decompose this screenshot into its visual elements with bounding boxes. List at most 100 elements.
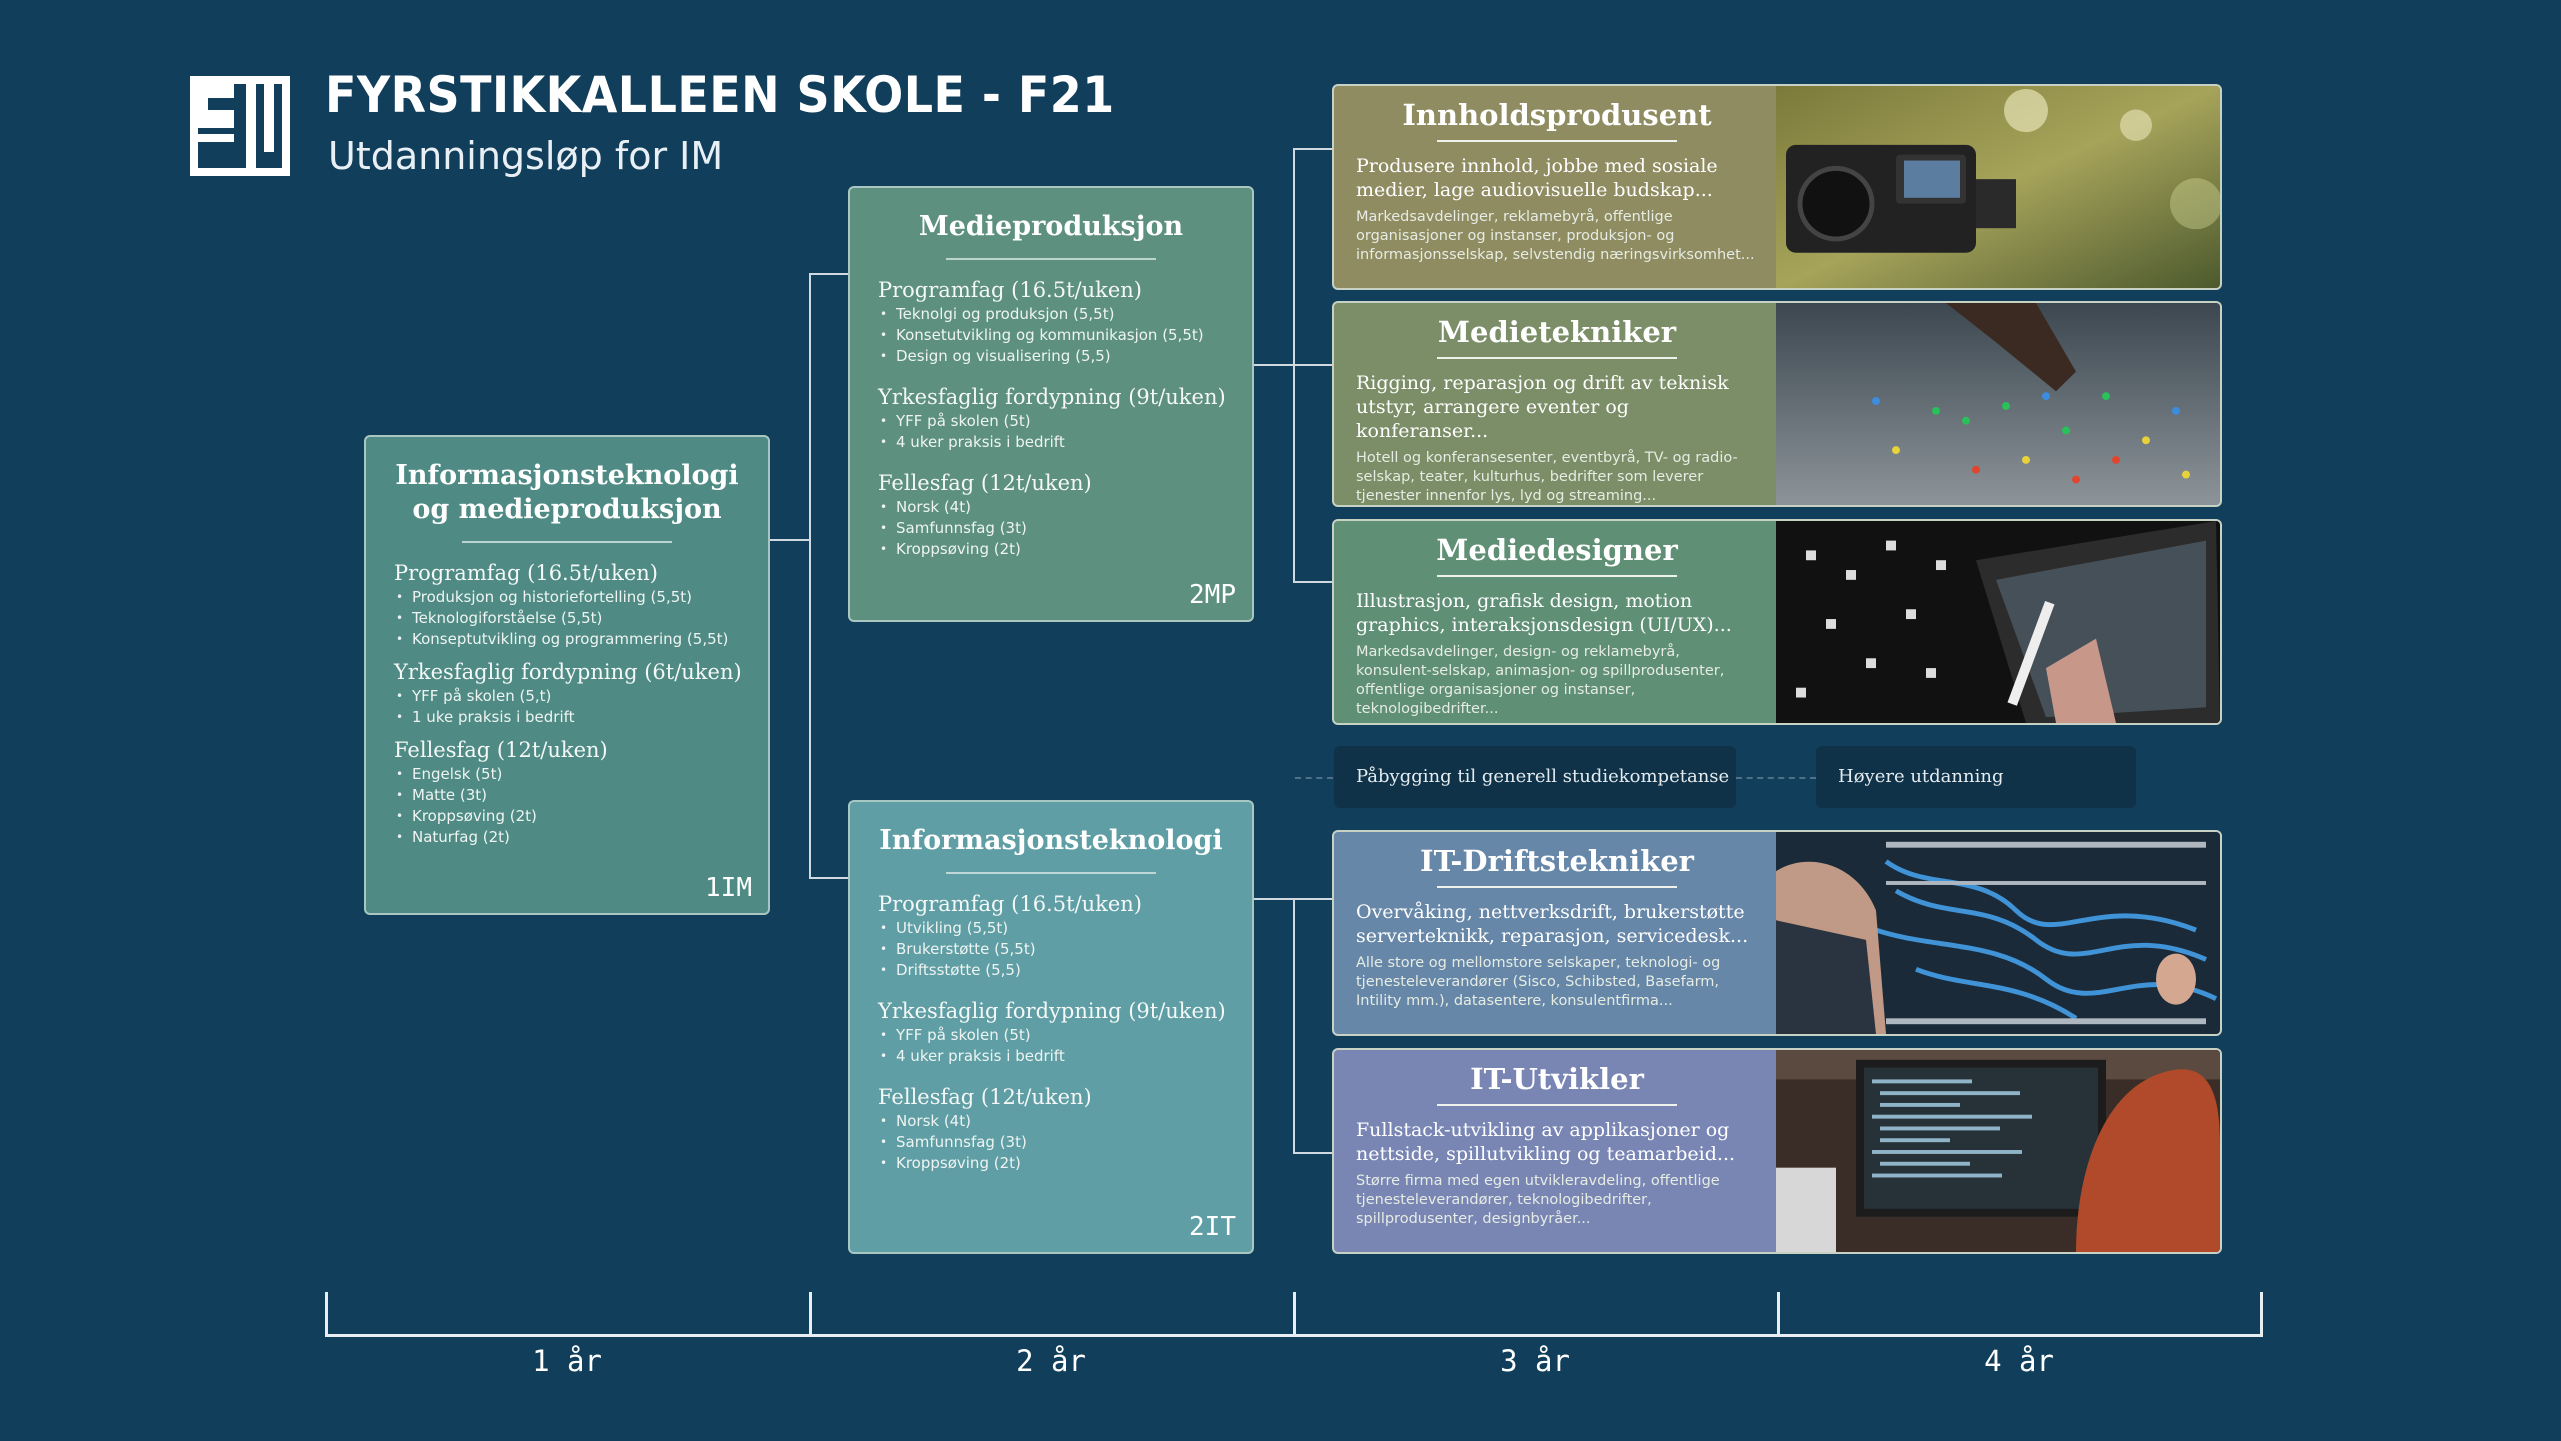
section-heading: Fellesfag (12t/uken) [394, 738, 608, 762]
career-title: IT-Driftstekniker [1420, 844, 1694, 878]
pathway-connector [1736, 777, 1816, 779]
connector [1293, 148, 1333, 150]
subject-item: 1 uke praksis i bedrift [394, 707, 740, 728]
subject-list: Utvikling (5,5t) Brukerstøtte (5,5t) Dri… [878, 918, 1224, 981]
developer-photo [1776, 1050, 2220, 1252]
page-title: FYRSTIKKALLEEN SKOLE - F21 [325, 66, 1115, 124]
subject-item: Konsetutvikling og kommunikasjon (5,5t) [878, 325, 1224, 346]
connector [1293, 1152, 1333, 1154]
course-box-1im: Informasjonsteknologi og medieproduksjon… [364, 435, 770, 915]
timeline-tick [325, 1292, 328, 1336]
course-code: 2MP [1189, 580, 1236, 610]
timeline-tick [1293, 1292, 1296, 1336]
subject-item: Matte (3t) [394, 785, 740, 806]
connector [809, 273, 849, 275]
subject-item: Kroppsøving (2t) [878, 539, 1224, 560]
timeline-tick [2260, 1292, 2263, 1336]
connector [770, 539, 810, 541]
page-subtitle: Utdanningsløp for IM [328, 134, 724, 178]
timeline-label-year-1: 1 år [532, 1344, 602, 1378]
career-examples: Markedsavdelinger, reklamebyrå, offentli… [1356, 209, 1755, 263]
timeline-label-year-4: 4 år [1984, 1344, 2054, 1378]
section-heading: Yrkesfaglig fordypning (9t/uken) [878, 999, 1226, 1023]
subject-item: Engelsk (5t) [394, 764, 740, 785]
school-logo [190, 76, 290, 176]
career-description: Fullstack-utvikling av applikasjoner og … [1356, 1119, 1736, 1165]
camera-photo [1776, 86, 2220, 288]
section-heading: Fellesfag (12t/uken) [878, 471, 1092, 495]
subject-list: YFF på skolen (5t) 4 uker praksis i bedr… [878, 1025, 1224, 1067]
divider [1437, 140, 1677, 142]
subject-item: Utvikling (5,5t) [878, 918, 1224, 939]
connector [1293, 364, 1333, 366]
career-card-innholdsprodusent: Innholdsprodusent Produsere innhold, job… [1332, 84, 2222, 290]
course-title: Informasjonsteknologi [879, 825, 1223, 856]
subject-item: Brukerstøtte (5,5t) [878, 939, 1224, 960]
course-code: 1IM [705, 873, 752, 903]
connector [1293, 898, 1333, 900]
subject-item: Samfunnsfag (3t) [878, 1132, 1224, 1153]
subject-item: Konseptutvikling og programmering (5,5t) [394, 629, 740, 650]
subject-item: 4 uker praksis i bedrift [878, 1046, 1224, 1067]
subject-item: Norsk (4t) [878, 1111, 1224, 1132]
career-examples: Markedsavdelinger, design- og reklamebyr… [1356, 644, 1725, 717]
mixing-desk-photo [1776, 303, 2220, 505]
career-title: Mediedesigner [1436, 533, 1678, 567]
pathway-pabygging: Påbygging til generell studiekompetanse [1334, 746, 1736, 808]
divider [462, 541, 672, 543]
divider [1437, 575, 1677, 577]
connector [809, 877, 849, 879]
subject-item: Teknologiforståelse (5,5t) [394, 608, 740, 629]
connector [809, 273, 811, 879]
timeline-tick [1777, 1292, 1780, 1336]
section-heading: Programfag (16.5t/uken) [394, 561, 658, 585]
subject-item: Driftsstøtte (5,5) [878, 960, 1224, 981]
career-title: IT-Utvikler [1470, 1062, 1644, 1096]
subject-item: Kroppsøving (2t) [394, 806, 740, 827]
subject-item: Produksjon og historiefortelling (5,5t) [394, 587, 740, 608]
career-card-medietekniker: Medietekniker Rigging, reparasjon og dri… [1332, 301, 2222, 507]
subject-item: Norsk (4t) [878, 497, 1224, 518]
career-examples: Større firma med egen utvikleravdeling, … [1356, 1173, 1720, 1227]
connector [1293, 581, 1333, 583]
subject-item: YFF på skolen (5,t) [394, 686, 740, 707]
section-heading: Yrkesfaglig fordypning (9t/uken) [878, 385, 1226, 409]
career-description: Overvåking, nettverksdrift, brukerstøtte… [1356, 901, 1749, 947]
career-title: Medietekniker [1437, 315, 1677, 349]
course-title: Medieproduksjon [918, 211, 1184, 242]
course-box-2mp: Medieproduksjon Programfag (16.5t/uken) … [848, 186, 1254, 622]
career-examples: Alle store og mellomstore selskaper, tek… [1356, 955, 1721, 1009]
timeline-tick [809, 1292, 812, 1336]
section-heading: Programfag (16.5t/uken) [878, 892, 1142, 916]
divider [1437, 1104, 1677, 1106]
subject-item: YFF på skolen (5t) [878, 411, 1224, 432]
subject-list: Engelsk (5t) Matte (3t) Kroppsøving (2t)… [394, 764, 740, 848]
subject-item: YFF på skolen (5t) [878, 1025, 1224, 1046]
divider [946, 872, 1156, 874]
section-heading: Fellesfag (12t/uken) [878, 1085, 1092, 1109]
divider [946, 258, 1156, 260]
career-card-it-driftstekniker: IT-Driftstekniker Overvåking, nettverksd… [1332, 830, 2222, 1036]
subject-item: Samfunnsfag (3t) [878, 518, 1224, 539]
subject-list: Produksjon og historiefortelling (5,5t) … [394, 587, 740, 650]
subject-list: YFF på skolen (5t) 4 uker praksis i bedr… [878, 411, 1224, 453]
server-rack-photo [1776, 832, 2220, 1034]
divider [1437, 886, 1677, 888]
course-box-2it: Informasjonsteknologi Programfag (16.5t/… [848, 800, 1254, 1254]
subject-item: Naturfag (2t) [394, 827, 740, 848]
tablet-design-photo [1776, 521, 2220, 723]
career-card-mediedesigner: Mediedesigner Illustrasjon, grafisk desi… [1332, 519, 2222, 725]
career-description: Rigging, reparasjon og drift av teknisk … [1356, 372, 1729, 442]
career-title: Innholdsprodusent [1402, 98, 1712, 132]
subject-list: Teknolgi og produksjon (5,5t) Konsetutvi… [878, 304, 1224, 367]
course-title: Informasjonsteknologi og medieproduksjon [395, 460, 739, 525]
subject-list: YFF på skolen (5,t) 1 uke praksis i bedr… [394, 686, 740, 728]
pathway-connector [1295, 777, 1333, 779]
connector [1254, 364, 1294, 366]
section-heading: Yrkesfaglig fordypning (6t/uken) [394, 660, 742, 684]
pathway-hoyere-utdanning: Høyere utdanning [1816, 746, 2136, 808]
subject-item: Teknolgi og produksjon (5,5t) [878, 304, 1224, 325]
course-code: 2IT [1189, 1212, 1236, 1242]
section-heading: Programfag (16.5t/uken) [878, 278, 1142, 302]
career-description: Produsere innhold, jobbe med sosiale med… [1356, 155, 1718, 201]
